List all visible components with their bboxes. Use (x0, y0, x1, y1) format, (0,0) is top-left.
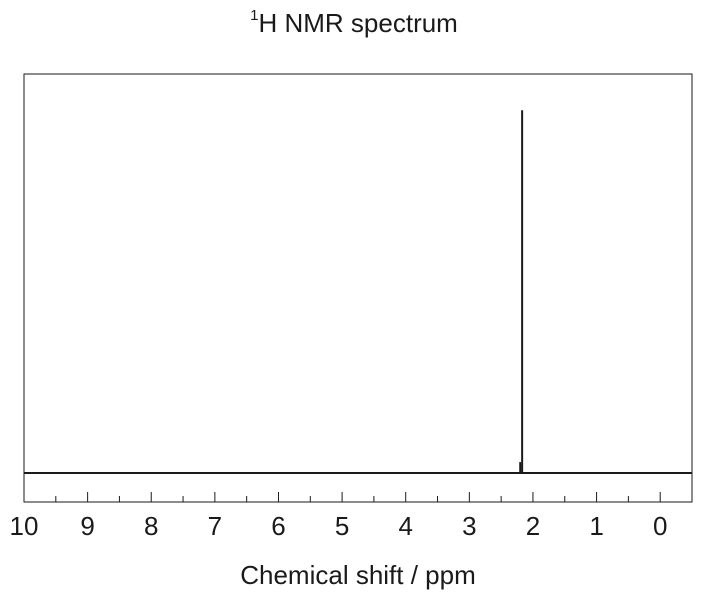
x-tick-label: 6 (271, 511, 285, 541)
x-tick-label: 4 (398, 511, 412, 541)
x-tick-label: 5 (335, 511, 349, 541)
plot-frame (23, 73, 693, 503)
title-superscript: 1 (250, 7, 259, 25)
x-tick-label: 0 (653, 511, 667, 541)
x-tick-label: 2 (526, 511, 540, 541)
x-tick-label: 8 (144, 511, 158, 541)
x-tick-label: 1 (589, 511, 603, 541)
x-axis-tick-labels: 10 9 8 7 6 5 4 3 2 1 0 (10, 511, 668, 541)
x-axis-label: Chemical shift / ppm (240, 560, 476, 590)
x-tick-label: 7 (208, 511, 222, 541)
spectrum-peaks (519, 110, 524, 473)
x-tick-label: 9 (80, 511, 94, 541)
chart-title: 1H NMR spectrum (0, 7, 708, 39)
x-tick-label: 3 (462, 511, 476, 541)
x-tick-label: 10 (10, 511, 39, 541)
title-text: H NMR spectrum (258, 8, 458, 38)
x-axis-ticks (23, 492, 693, 502)
